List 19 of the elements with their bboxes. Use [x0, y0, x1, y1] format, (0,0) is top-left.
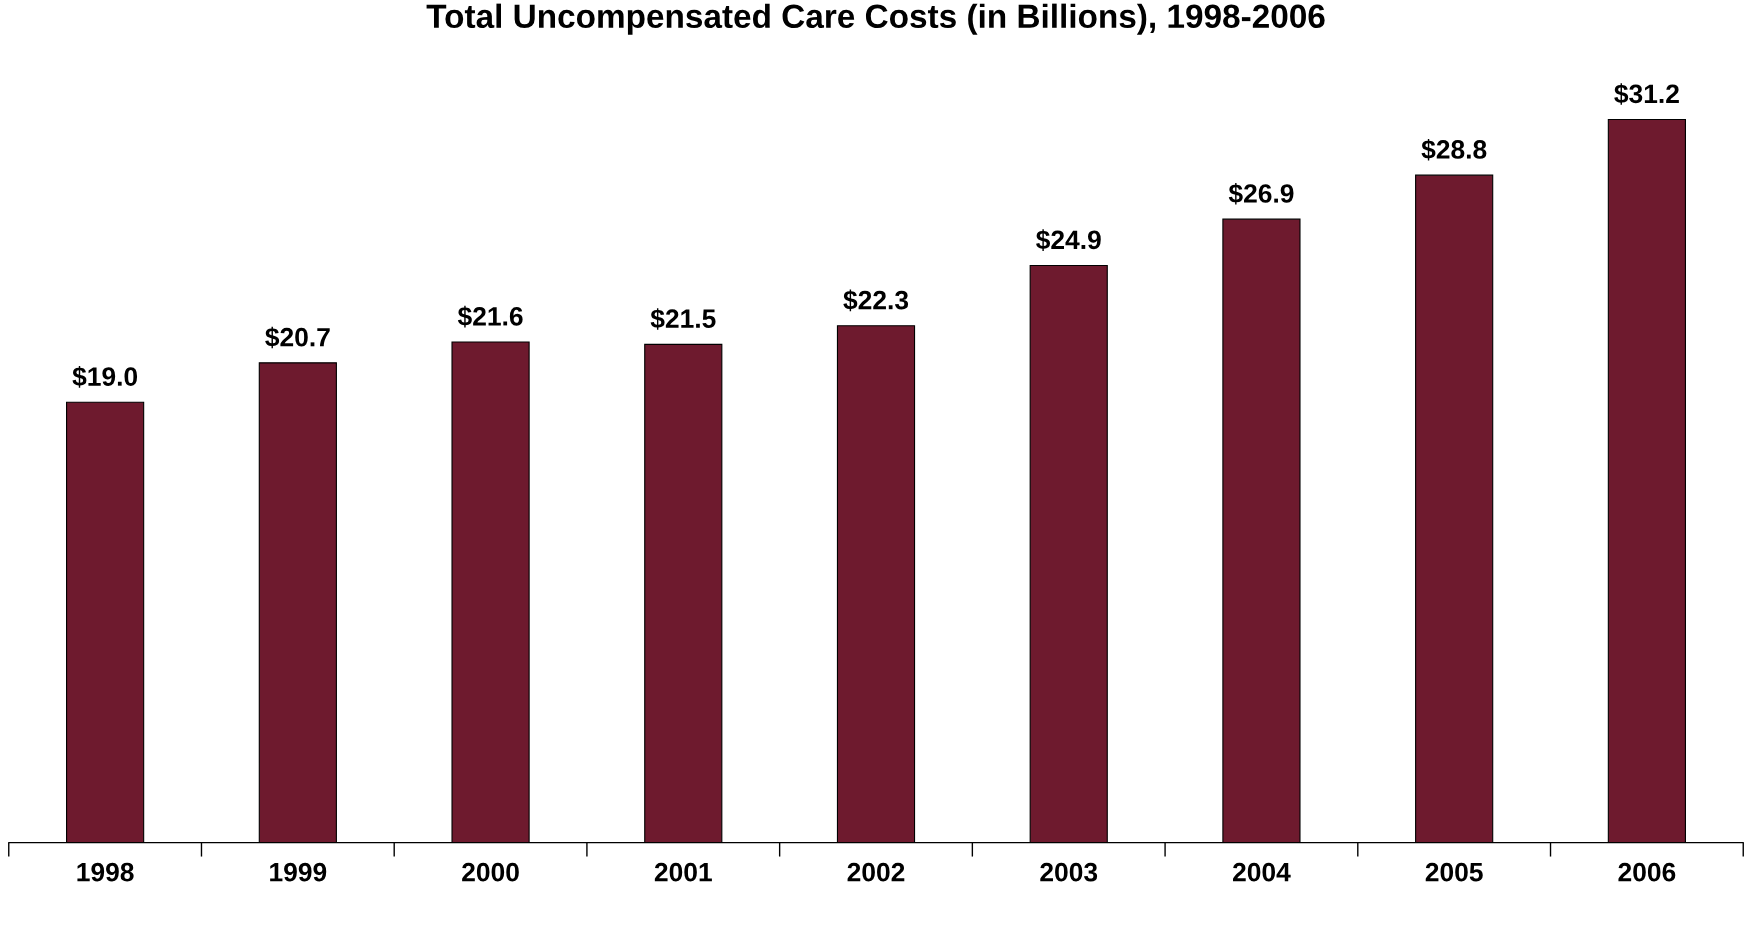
x-tick-label: 1998 [77, 862, 134, 882]
x-tick-label: 2006 [1618, 862, 1676, 882]
data-label: $21.6 [457, 305, 523, 328]
data-label: $24.9 [1036, 229, 1101, 251]
x-tick-label: 2003 [1040, 862, 1098, 882]
chart-title: Total Uncompensated Care Costs (in Billions), 1998-2006 [426, 3, 1325, 35]
x-tick-label: 2001 [654, 862, 712, 882]
data-label: $26.9 [1228, 182, 1294, 205]
x-tick-label: 2004 [1233, 862, 1291, 882]
data-label: $21.5 [650, 308, 716, 330]
x-tick-label: 2000 [462, 862, 519, 882]
data-label: $31.2 [1614, 83, 1679, 105]
x-tick-label: 1999 [270, 862, 327, 882]
data-label: $20.7 [265, 326, 330, 349]
x-tick-label: 2005 [1425, 862, 1483, 882]
x-tick-label: 2002 [847, 862, 905, 882]
data-label: $19.0 [72, 366, 138, 388]
data-label: $28.8 [1421, 138, 1487, 161]
data-label: $22.3 [843, 289, 909, 312]
